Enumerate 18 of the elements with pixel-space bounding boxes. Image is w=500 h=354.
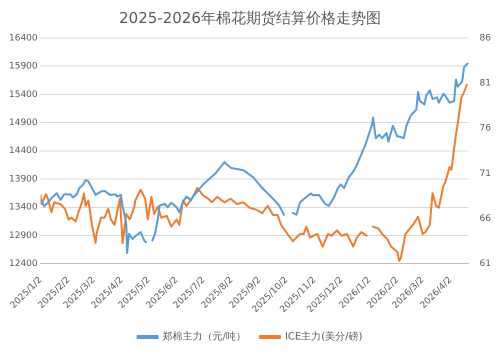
y-tick-label: 14400 [8, 146, 38, 156]
y-tick-label: 12900 [8, 230, 38, 241]
y2-tick-label: 61 [480, 259, 491, 270]
y-tick-label: 13400 [8, 202, 38, 213]
y-tick-label: 15400 [8, 90, 38, 100]
y-tick-label: 15900 [8, 62, 38, 72]
y2-tick-label: 71 [480, 168, 491, 179]
chart-title: 2025-2026年棉花期货结算价格走势图 [119, 8, 381, 27]
legend-label: 郑棉主力（元/吨） [162, 330, 246, 343]
y2-tick-label: 86 [480, 33, 492, 44]
y-tick-label: 12400 [8, 259, 38, 270]
y-tick-label: 14900 [8, 118, 38, 128]
y2-tick-label: 66 [480, 214, 492, 224]
y-tick-label: 13900 [8, 174, 38, 184]
y-tick-label: 16400 [8, 33, 38, 44]
y2-tick-label: 81 [480, 78, 491, 88]
legend-label: ICE主力(美分/磅) [284, 330, 362, 343]
y2-tick-label: 76 [480, 124, 492, 134]
